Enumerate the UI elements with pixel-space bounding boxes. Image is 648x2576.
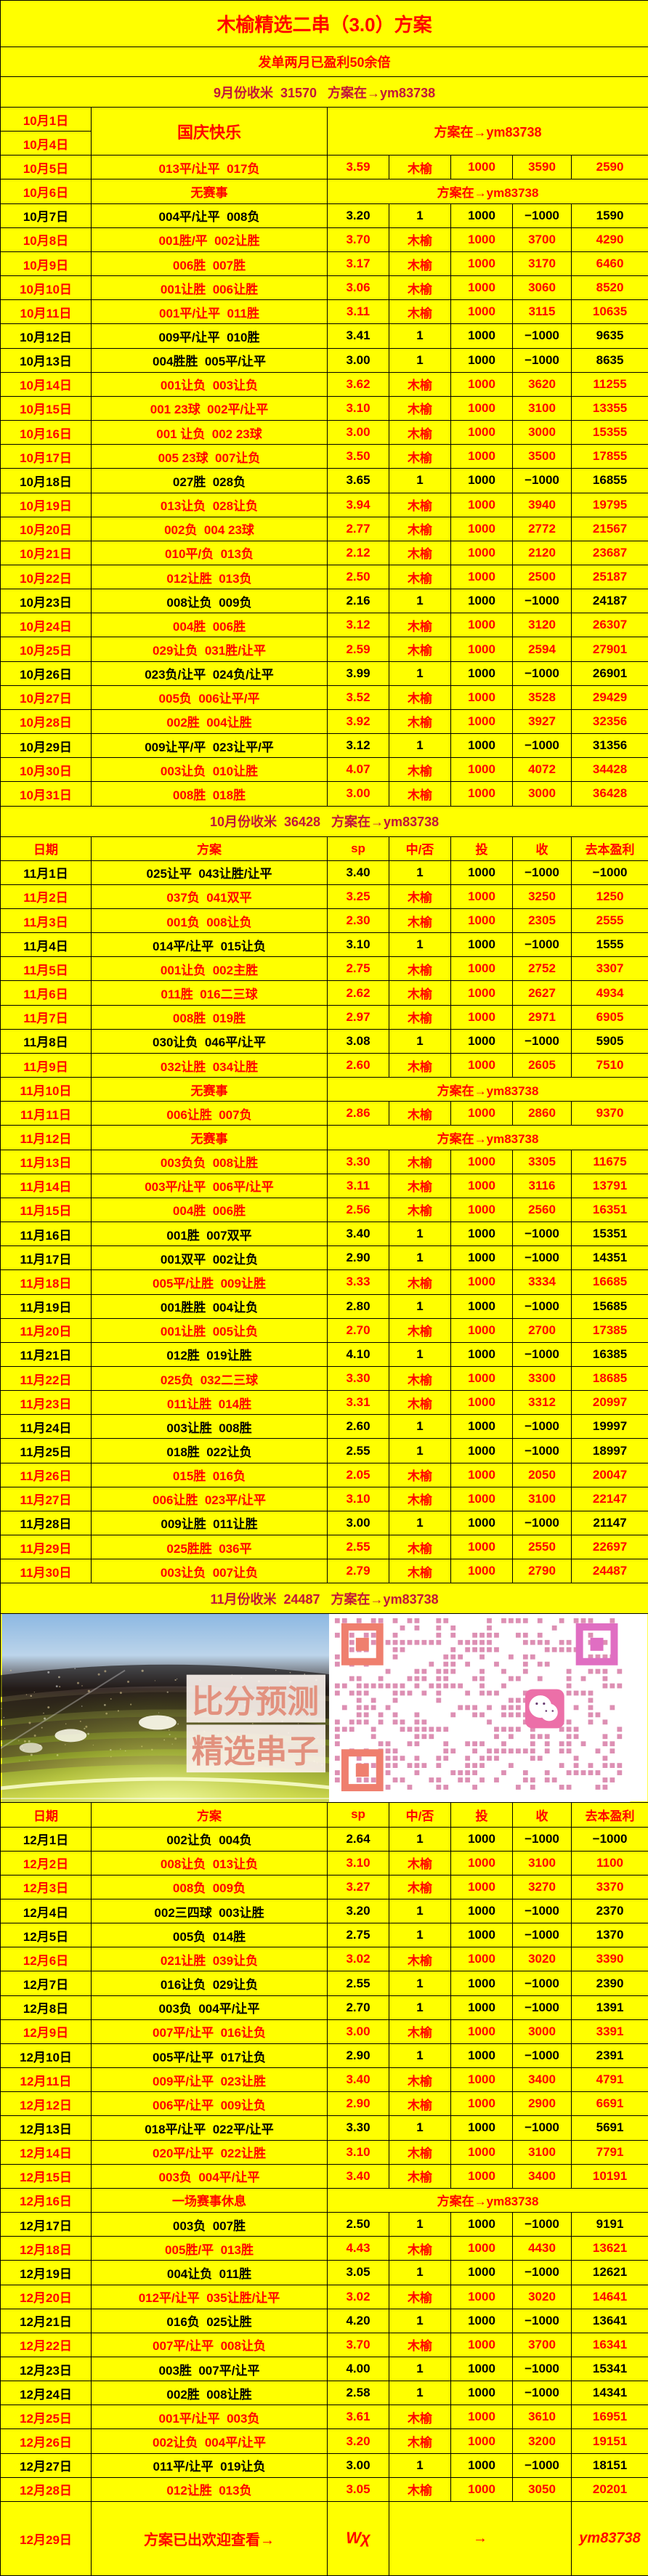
svg-text:比分预测: 比分预测 — [192, 1684, 319, 1720]
svg-text:精选串子: 精选串子 — [192, 1735, 319, 1770]
